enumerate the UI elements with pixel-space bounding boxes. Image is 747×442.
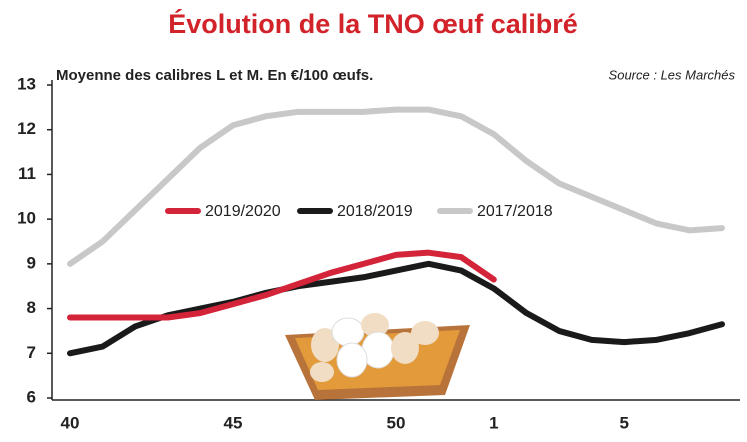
x-tick-label: 45: [224, 413, 243, 432]
egg-basket: [285, 313, 470, 400]
source: Source : Les Marchés: [609, 67, 736, 82]
y-tick-label: 11: [18, 164, 36, 183]
x-tick-label: 5: [619, 413, 628, 432]
x-tick-label: 40: [61, 413, 80, 432]
y-tick-label: 6: [27, 387, 36, 406]
legend-label: 2018/2019: [337, 203, 413, 220]
chart-title: Évolution de la TNO œuf calibré: [168, 8, 578, 39]
legend-label: 2019/2020: [205, 203, 281, 220]
x-tick-label: 1: [489, 413, 498, 432]
y-tick-label: 8: [27, 298, 36, 317]
y-tick-label: 12: [17, 119, 36, 138]
series-line: [67, 106, 725, 267]
x-tick-label: 50: [387, 413, 406, 432]
y-tick-label: 7: [27, 343, 36, 362]
legend-label: 2017/2018: [477, 203, 553, 220]
y-tick-label: 9: [27, 253, 36, 272]
y-tick-label: 13: [17, 74, 36, 93]
subtitle: Moyenne des calibres L et M. En €/100 œu…: [56, 67, 373, 84]
series-line: [67, 249, 497, 321]
y-tick-label: 10: [17, 209, 36, 228]
